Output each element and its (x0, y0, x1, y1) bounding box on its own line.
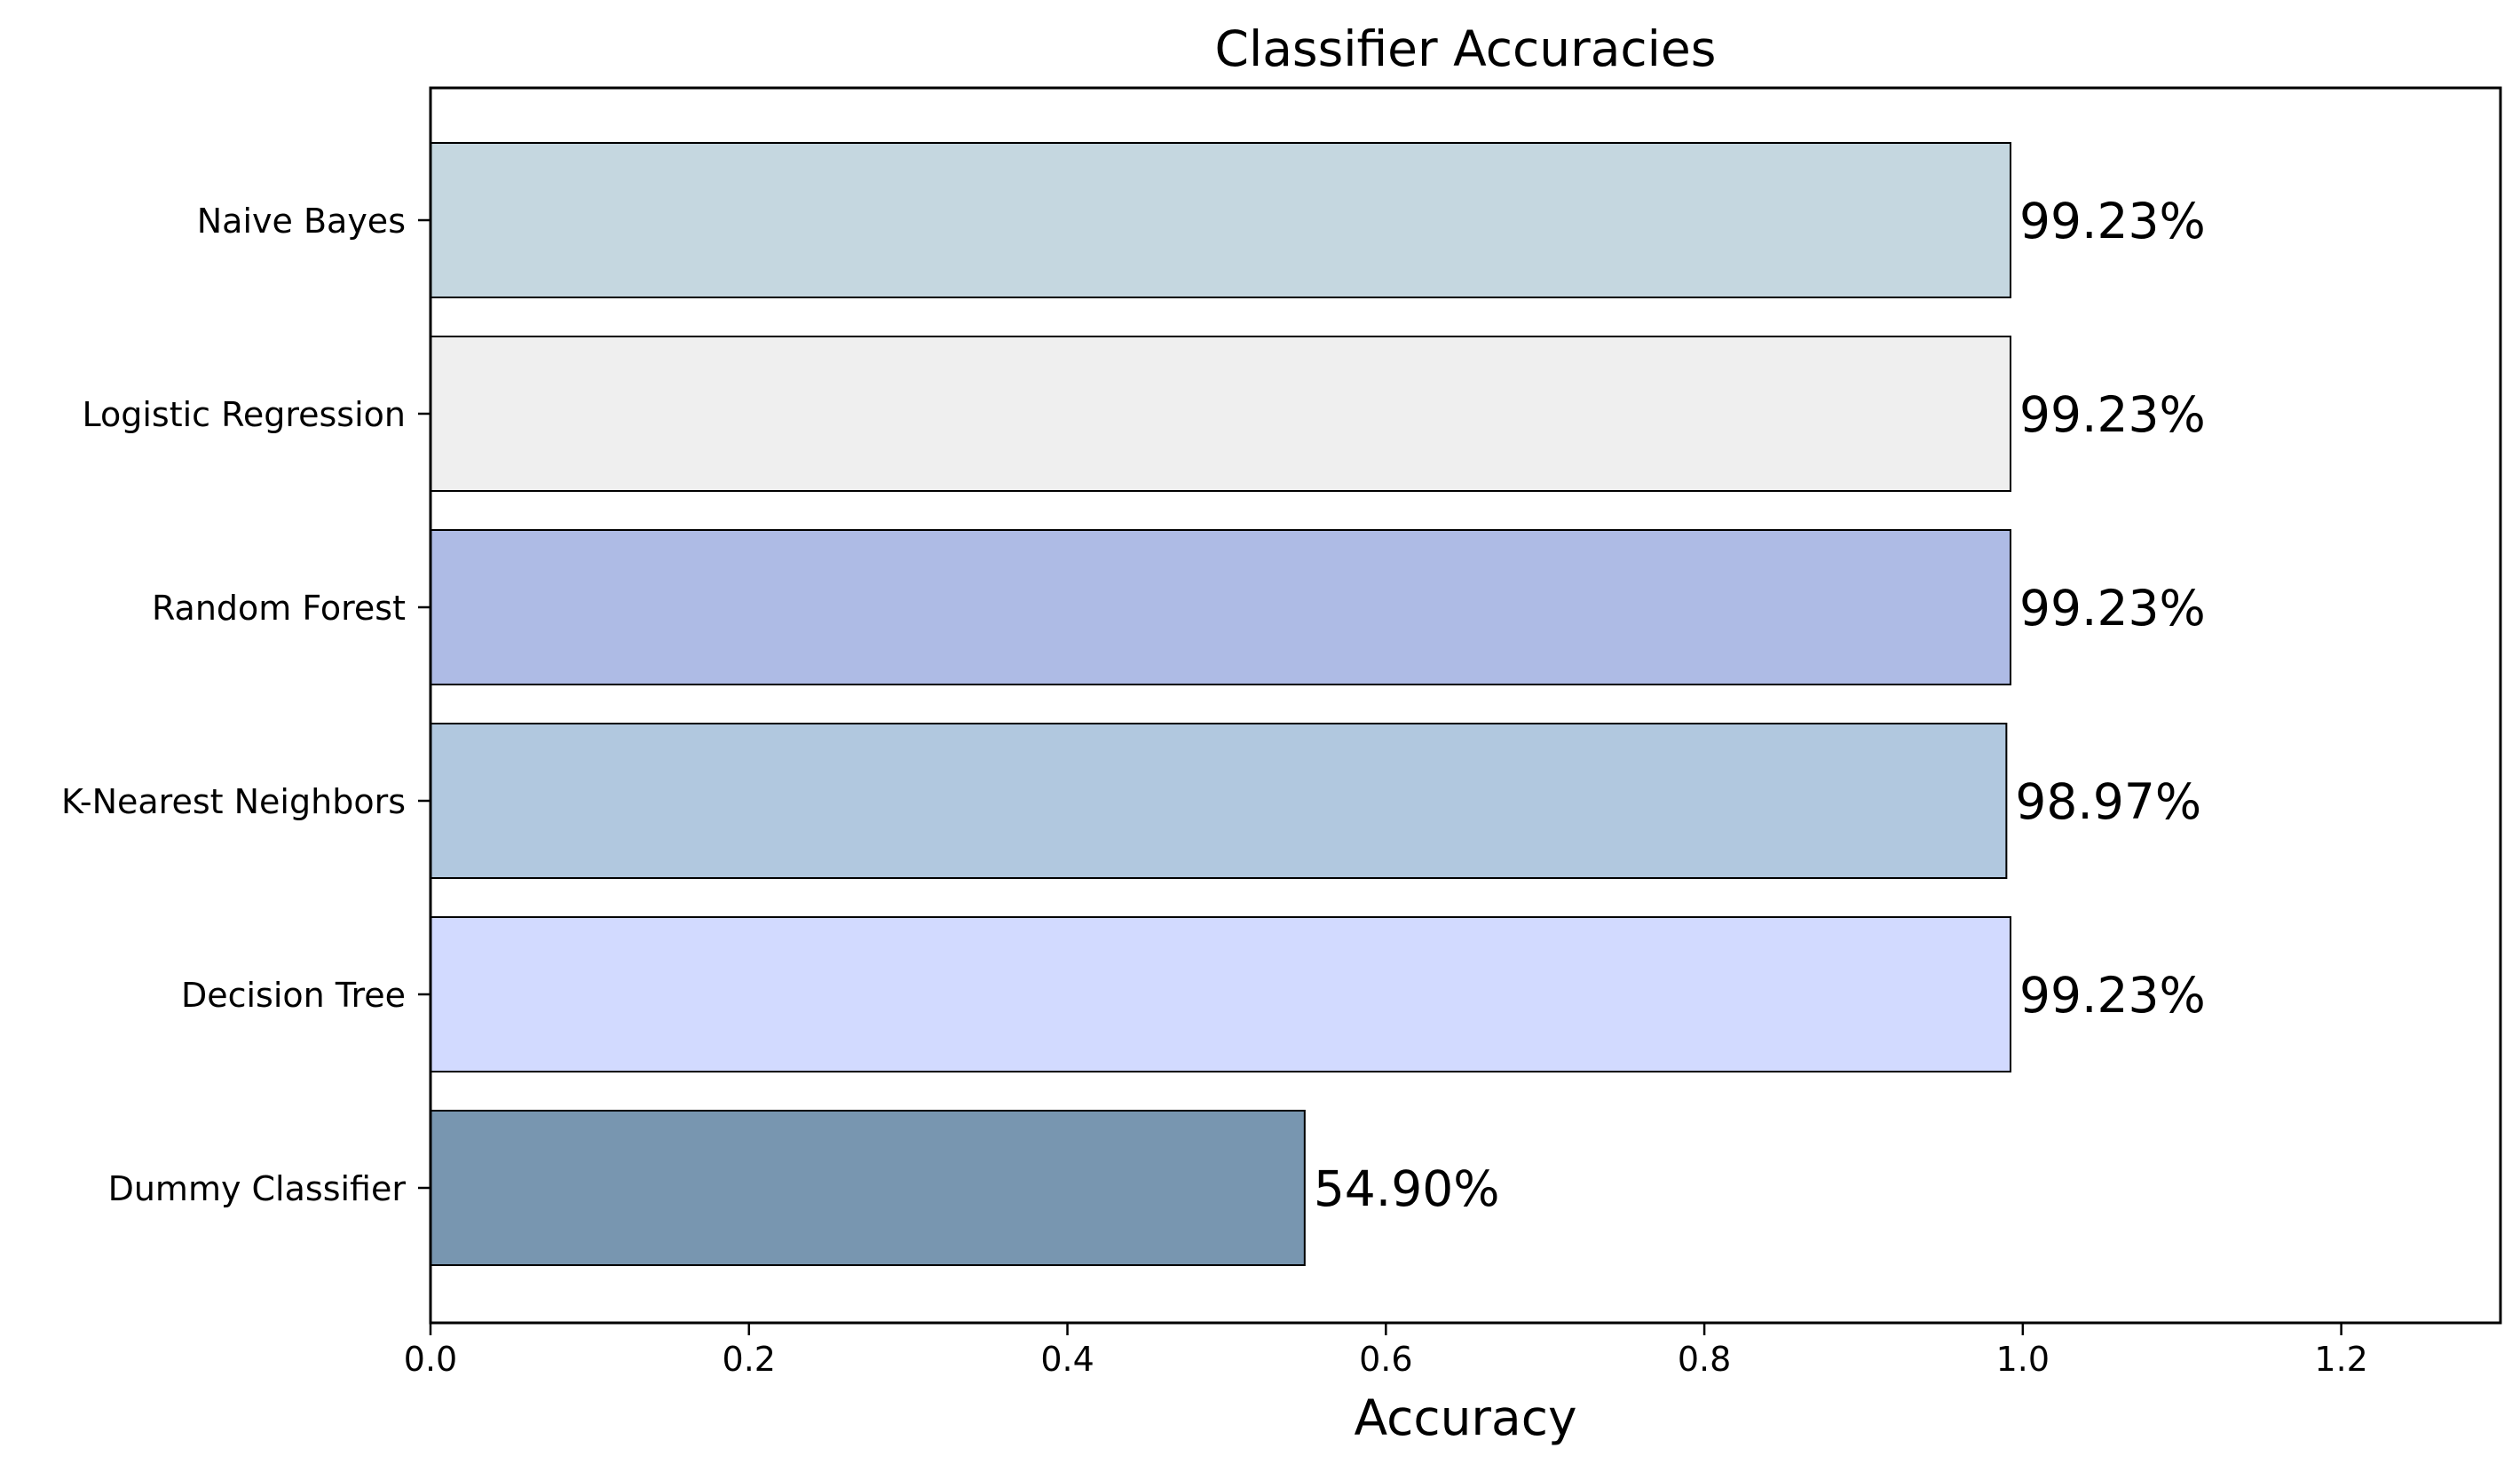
x-tick-label: 0.2 (723, 1340, 776, 1379)
x-tick-label: 0.8 (1678, 1340, 1731, 1379)
x-tick-label: 1.0 (1996, 1340, 2050, 1379)
x-axis: 0.0 0.2 0.4 0.6 0.8 1.0 1.2 (404, 1323, 2368, 1379)
y-tick-label: Random Forest (152, 589, 406, 628)
y-tick-label: Logistic Regression (82, 395, 406, 434)
x-tick-label: 0.6 (1359, 1340, 1412, 1379)
x-tick-label: 1.2 (2314, 1340, 2367, 1379)
bars-group (430, 142, 2012, 1266)
x-axis-label: Accuracy (1354, 1389, 1576, 1446)
value-label: 98.97% (2015, 773, 2201, 830)
plot-frame (429, 86, 2502, 1325)
y-tick-label: Dummy Classifier (108, 1169, 407, 1208)
chart-title: Classifier Accuracies (1215, 20, 1717, 77)
value-label: 99.23% (2019, 580, 2206, 637)
bar-k-nearest-neighbors (430, 723, 2008, 879)
y-tick-label: Naive Bayes (197, 202, 406, 241)
x-tick-label: 0.0 (404, 1340, 457, 1379)
x-tick-label: 0.4 (1040, 1340, 1094, 1379)
y-tick-label: K-Nearest Neighbors (61, 782, 406, 821)
bar-decision-tree (430, 916, 2012, 1072)
y-tick-label: Decision Tree (181, 976, 406, 1015)
value-labels-group: 54.90% 99.23% 98.97% 99.23% 99.23% 99.23% (1314, 193, 2206, 1217)
value-label: 99.23% (2019, 386, 2206, 443)
bar-dummy-classifier (430, 1110, 1306, 1266)
y-axis: Dummy Classifier Decision Tree K-Nearest N… (61, 202, 431, 1208)
bar-random-forest (430, 529, 2012, 685)
value-label: 54.90% (1314, 1160, 1500, 1217)
value-label: 99.23% (2019, 967, 2206, 1024)
value-label: 99.23% (2019, 193, 2206, 249)
bar-logistic-regression (430, 336, 2012, 492)
bar-naive-bayes (430, 142, 2012, 298)
